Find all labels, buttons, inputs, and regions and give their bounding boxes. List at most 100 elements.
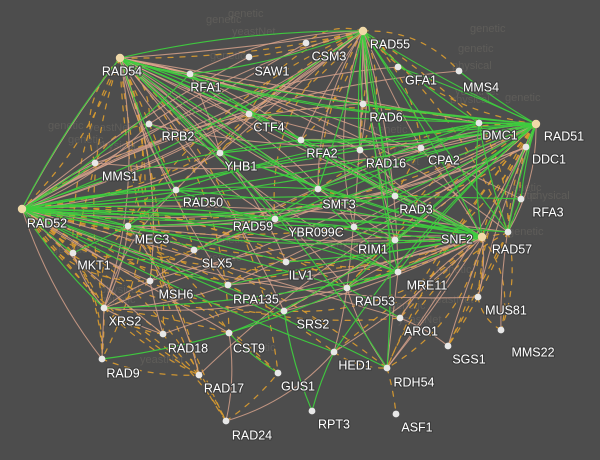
- graph-node-cst9[interactable]: [225, 329, 233, 337]
- node-label-rpb2: RPB2: [162, 129, 195, 143]
- edge-yeastnet: [21, 149, 361, 210]
- edge-yeastnet: [317, 123, 537, 190]
- node-label-mre11: MRE11: [407, 278, 448, 292]
- graph-node-rfa1[interactable]: [186, 70, 194, 78]
- graph-node-xrs2[interactable]: [100, 304, 108, 312]
- edge-yeastnet: [189, 30, 364, 75]
- graph-node-sgs1[interactable]: [444, 342, 452, 350]
- graph-node-rim1[interactable]: [391, 236, 399, 244]
- edge-physical: [477, 236, 485, 298]
- graph-node-ddc1[interactable]: [522, 143, 530, 151]
- node-label-dmc1: DMC1: [482, 128, 517, 142]
- edge-physical: [198, 146, 527, 376]
- edge-physical: [103, 225, 129, 309]
- graph-node-rfa2[interactable]: [297, 136, 305, 144]
- graph-node-dmc1[interactable]: [475, 119, 483, 127]
- graph-node-rad9[interactable]: [98, 355, 106, 363]
- graph-node-rad50[interactable]: [172, 186, 180, 194]
- edge-physical: [21, 66, 399, 210]
- graph-node-csm3[interactable]: [302, 39, 310, 47]
- edge-physical: [21, 103, 364, 210]
- graph-node-yhb1[interactable]: [216, 149, 224, 157]
- graph-node-rad54[interactable]: [115, 53, 125, 63]
- graph-node-rad53[interactable]: [343, 284, 351, 292]
- edge-genetic: [394, 147, 422, 197]
- graph-node-aro1[interactable]: [396, 314, 404, 322]
- graph-node-rpa135[interactable]: [224, 281, 232, 289]
- graph-node-rad51[interactable]: [531, 119, 541, 129]
- graph-node-rad16[interactable]: [356, 146, 364, 154]
- graph-node-msh6[interactable]: [146, 277, 154, 285]
- edge-genetic: [362, 30, 460, 72]
- edge-yeastnet: [72, 225, 129, 254]
- edge-yeastnet: [127, 189, 177, 227]
- edge-genetic: [72, 252, 105, 309]
- graph-node-mec3[interactable]: [124, 222, 132, 230]
- edge-physical: [149, 280, 164, 335]
- graph-node-mkt1[interactable]: [69, 249, 77, 257]
- graph-node-rad55[interactable]: [358, 26, 368, 36]
- node-label-rad50: RAD50: [183, 195, 223, 209]
- node-label-csm3: CSM3: [312, 49, 347, 63]
- edge-physical: [21, 123, 150, 210]
- edge-physical: [386, 236, 483, 369]
- edge-yeastnet: [317, 30, 364, 190]
- edge-yeastnet: [362, 30, 509, 233]
- edge-yeastnet: [127, 223, 483, 238]
- graph-node-srs2[interactable]: [280, 307, 288, 315]
- graph-node-rdh54[interactable]: [383, 364, 391, 372]
- edge-genetic: [88, 57, 121, 164]
- graph-node-snf2[interactable]: [477, 232, 487, 242]
- graph-node-rpt3[interactable]: [308, 407, 316, 415]
- edge-genetic: [386, 236, 483, 369]
- graph-node-mus81[interactable]: [474, 293, 482, 301]
- graph-node-saw1[interactable]: [245, 53, 253, 61]
- graph-node-rad6[interactable]: [359, 100, 367, 108]
- graph-node-rpb2[interactable]: [145, 120, 153, 128]
- edge-yeastnet: [175, 189, 399, 273]
- edge-genetic: [21, 208, 151, 282]
- edge-yeastnet: [175, 123, 537, 191]
- graph-node-rad57[interactable]: [504, 228, 512, 236]
- graph-node-ilv1[interactable]: [282, 258, 290, 266]
- graph-node-rfa3[interactable]: [517, 195, 525, 203]
- edge-genetic: [21, 208, 195, 261]
- node-label-ctf4: CTF4: [253, 120, 284, 134]
- graph-node-mms1[interactable]: [91, 159, 99, 167]
- edge-yeastnet: [248, 113, 537, 125]
- node-layer[interactable]: [17, 26, 541, 425]
- edge-yeastnet: [119, 57, 250, 115]
- graph-node-smt3[interactable]: [314, 185, 322, 193]
- edge-yeastnet: [397, 66, 537, 125]
- graph-node-ybr099c[interactable]: [350, 223, 358, 231]
- graph-node-rad3[interactable]: [391, 192, 399, 200]
- graph-node-asf1[interactable]: [392, 410, 400, 418]
- graph-node-cpa2[interactable]: [417, 144, 425, 152]
- watermark-label: physical: [452, 60, 492, 72]
- edge-physical: [119, 57, 229, 286]
- graph-node-rad59[interactable]: [271, 215, 279, 223]
- edge-yeastnet: [227, 236, 483, 286]
- edge-yeastnet: [21, 208, 348, 289]
- graph-node-mms22[interactable]: [497, 326, 505, 334]
- graph-node-slx5[interactable]: [190, 246, 198, 254]
- graph-node-rad17[interactable]: [195, 371, 203, 379]
- edge-physical: [399, 317, 449, 347]
- graph-node-gfa1[interactable]: [394, 63, 402, 71]
- watermark-label: genetic: [206, 14, 242, 26]
- graph-node-gus1[interactable]: [274, 369, 282, 377]
- node-label-rfa3: RFA3: [532, 205, 563, 219]
- edge-genetic: [21, 57, 121, 210]
- graph-node-mre11[interactable]: [394, 268, 402, 276]
- edge-yeastnet: [274, 123, 537, 220]
- graph-node-ctf4[interactable]: [245, 110, 253, 118]
- graph-node-rad24[interactable]: [222, 417, 230, 425]
- edge-physical: [333, 287, 348, 353]
- graph-node-rad52[interactable]: [17, 204, 27, 214]
- edge-yeastnet: [21, 208, 74, 254]
- graph-node-mms4[interactable]: [455, 67, 463, 75]
- graph-node-rad18[interactable]: [159, 330, 167, 338]
- graph-node-hed1[interactable]: [330, 348, 338, 356]
